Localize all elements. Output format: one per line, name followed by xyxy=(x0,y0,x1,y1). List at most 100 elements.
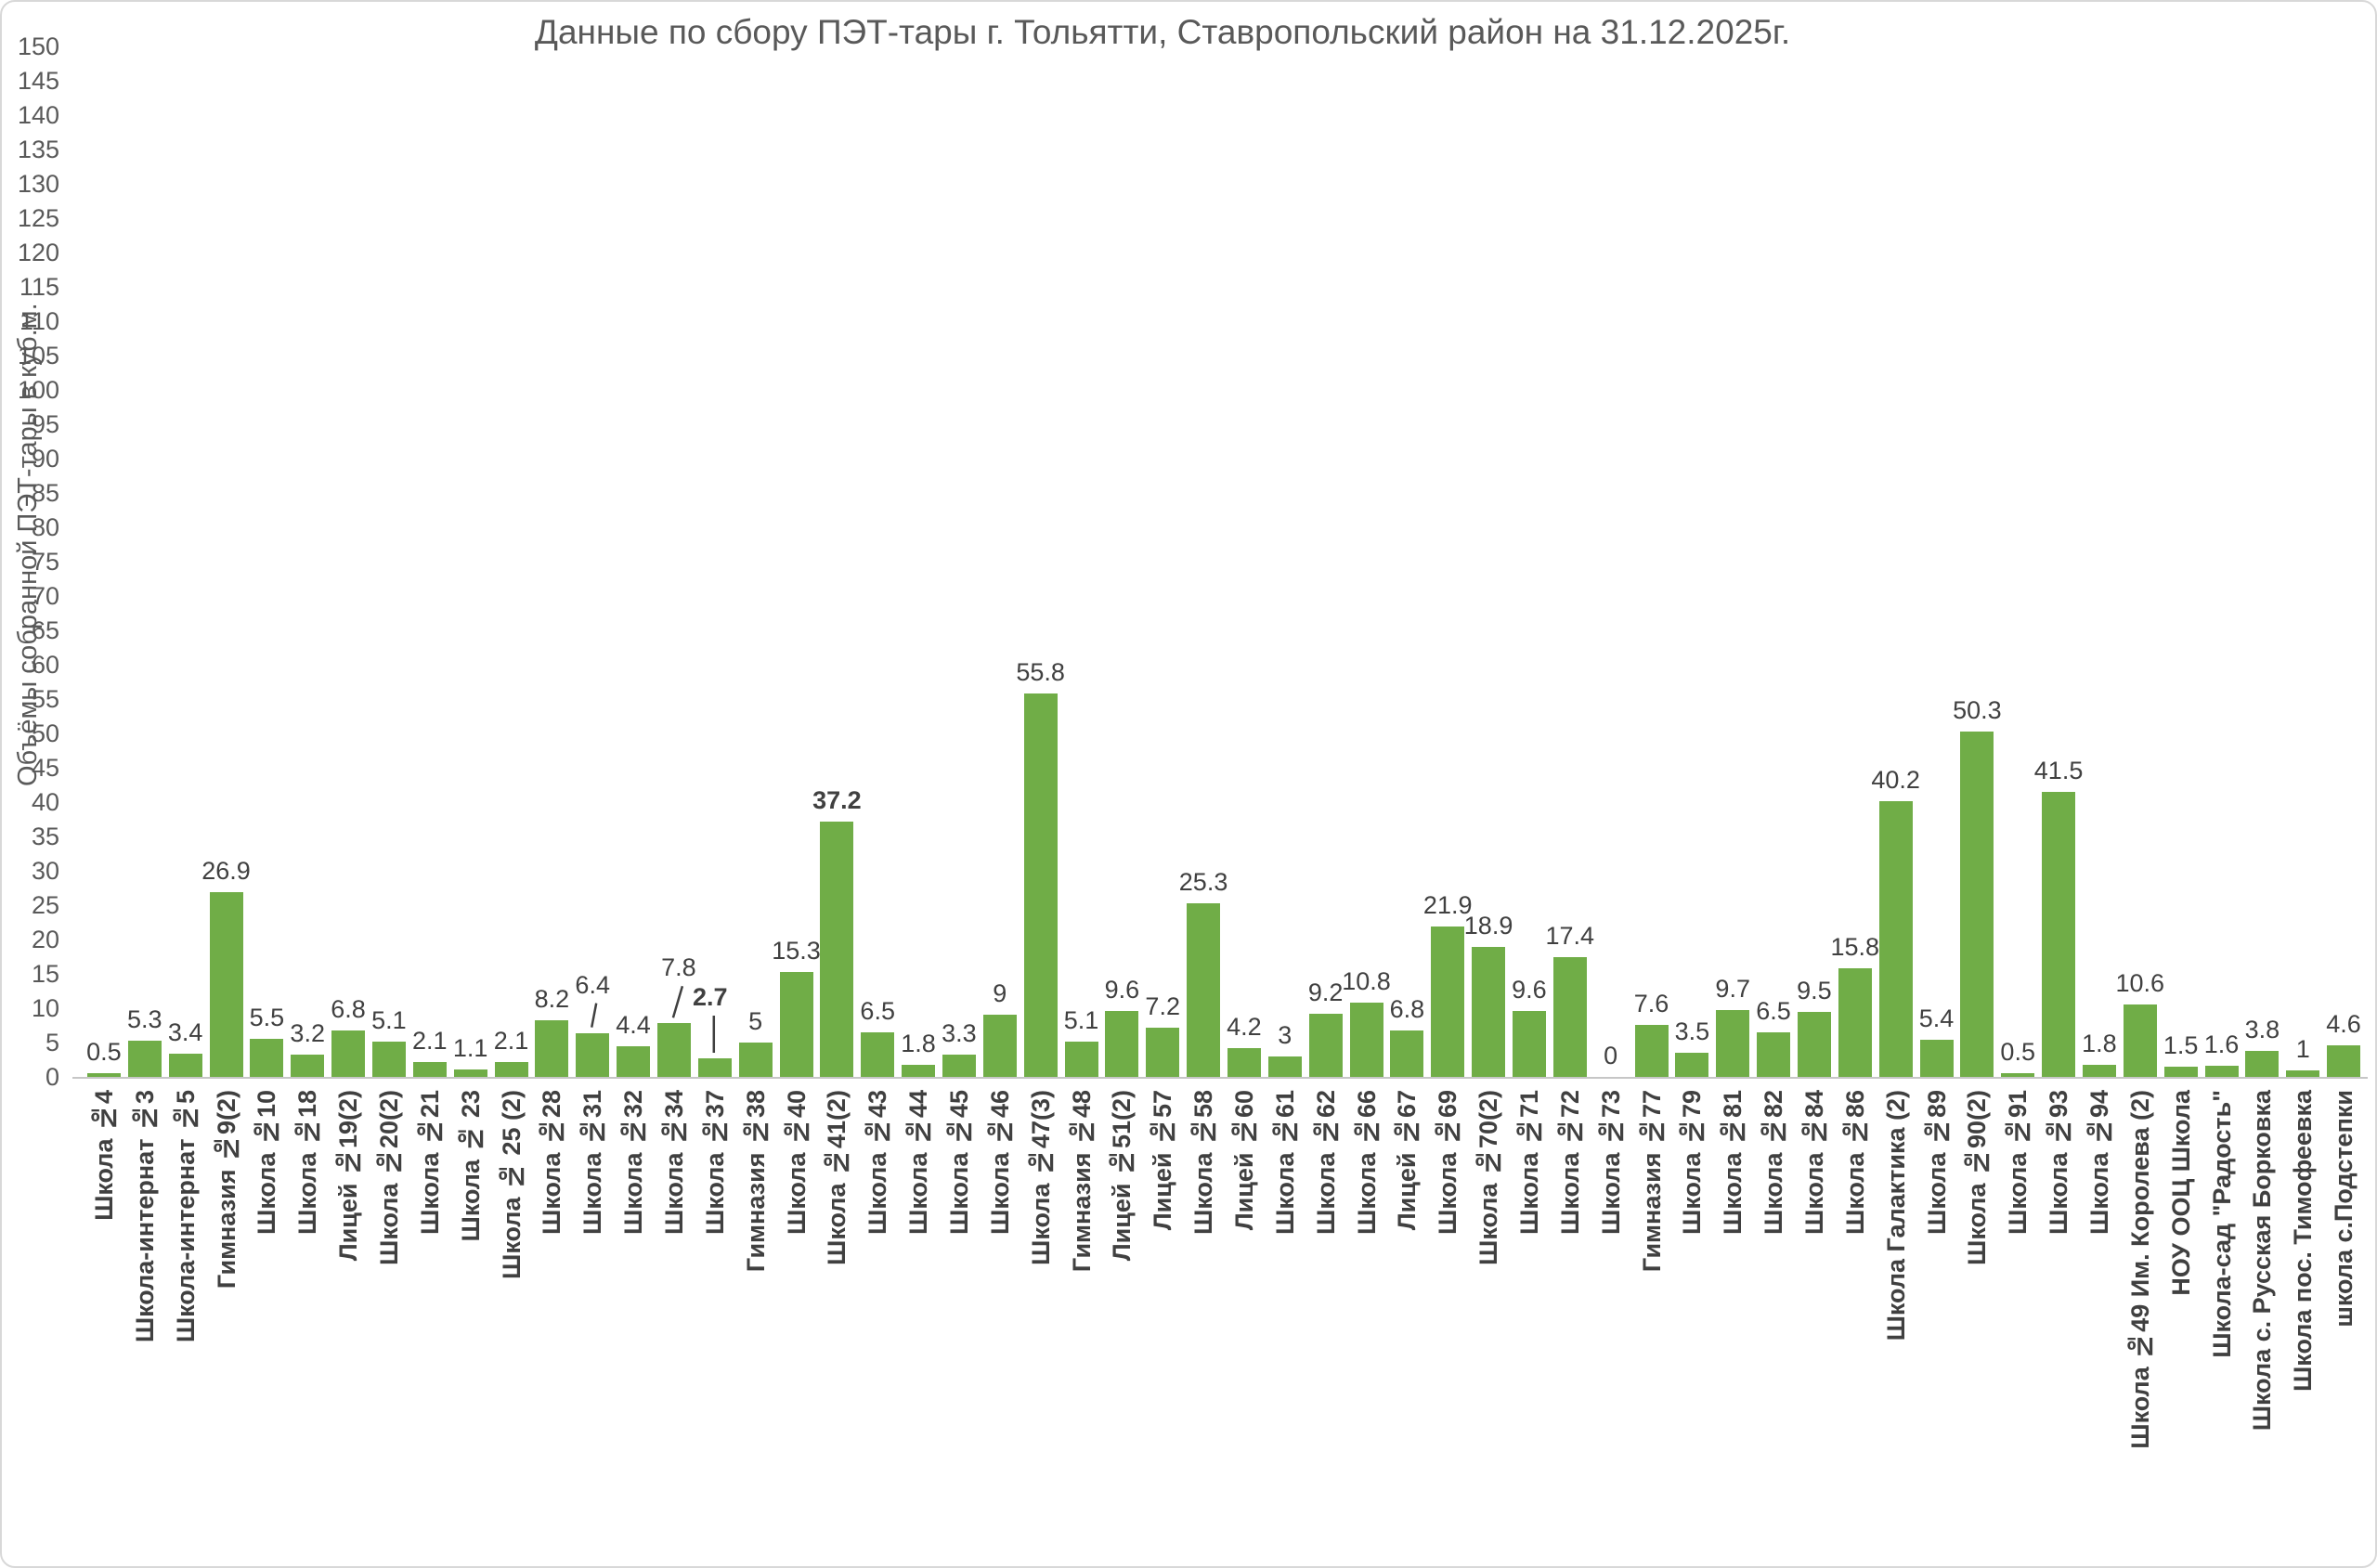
value-label-Школа пос. Тимофеевка: 1 xyxy=(2295,1034,2310,1063)
category-label-Лицей №60: Лицей №60 xyxy=(1229,1090,1258,1231)
value-label-Школа №81: 9.7 xyxy=(1715,975,1750,1004)
category-label-Лицей №57: Лицей №57 xyxy=(1149,1090,1177,1231)
y-tick-30: 30 xyxy=(31,857,59,885)
bar-Гимназия №9(2) xyxy=(209,891,243,1077)
bar-Школа №86 xyxy=(1838,968,1872,1077)
y-tick-140: 140 xyxy=(17,101,59,129)
value-label-Школа №71: 9.6 xyxy=(1512,975,1547,1004)
category-label-Школа №43: Школа №43 xyxy=(864,1090,892,1235)
bar-Школа №70(2) xyxy=(1472,947,1506,1077)
value-label-Лицей №57: 7.2 xyxy=(1145,991,1180,1020)
category-label-Школа №44: Школа №44 xyxy=(904,1090,933,1235)
bar-Школа №10 xyxy=(250,1039,284,1077)
value-label-Школа №47(3): 55.8 xyxy=(1016,658,1065,687)
bar-Школа №82 xyxy=(1757,1031,1791,1077)
bar-Школа №84 xyxy=(1797,1011,1831,1077)
value-label-Гимназия №77: 7.6 xyxy=(1633,989,1669,1017)
y-tick-0: 0 xyxy=(45,1063,59,1091)
y-tick-90: 90 xyxy=(31,445,59,473)
bar-Школа №21 xyxy=(412,1062,447,1077)
category-label-Школа №71: Школа №71 xyxy=(1514,1090,1543,1235)
y-tick-110: 110 xyxy=(19,307,59,335)
bar-Школа №41(2) xyxy=(820,821,854,1077)
bar-Гимназия №77 xyxy=(1634,1024,1669,1077)
y-tick-150: 150 xyxy=(17,32,59,60)
category-label-НОУ ООЦ Школа: НОУ ООЦ Школа xyxy=(2166,1090,2195,1296)
value-label-Школа №72: 17.4 xyxy=(1545,922,1595,951)
y-tick-85: 85 xyxy=(31,479,59,507)
value-label-Школа №70(2): 18.9 xyxy=(1463,912,1513,940)
value-label-Школа №18: 3.2 xyxy=(290,1019,325,1048)
category-label-школа с.Подстепки: школа с.Подстепки xyxy=(2330,1090,2358,1328)
bar-Школа-интернат №5 xyxy=(168,1053,202,1077)
value-label-школа с.Подстепки: 4.6 xyxy=(2326,1009,2361,1038)
y-tick-120: 120 xyxy=(17,239,59,266)
category-label-Школа-интернат №5: Школа-интернат №5 xyxy=(171,1090,200,1342)
bar-Школа с. Русская Борковка xyxy=(2245,1050,2280,1077)
category-label-Лицей №51(2): Лицей №51(2) xyxy=(1108,1090,1137,1262)
value-label-Школа №46: 9 xyxy=(993,979,1007,1008)
value-label-Школа №32: 4.4 xyxy=(616,1011,651,1040)
bar-Школа-интернат №3 xyxy=(127,1040,162,1077)
value-label-Школа №90(2): 50.3 xyxy=(1953,695,2002,724)
category-label-Школа №62: Школа №62 xyxy=(1311,1090,1340,1235)
value-label-Школа №73: 0 xyxy=(1604,1042,1618,1069)
category-label-Школа №21: Школа №21 xyxy=(415,1090,444,1235)
value-label-Школа №37: 2.7 xyxy=(693,983,728,1012)
category-label-Школа №84: Школа №84 xyxy=(1799,1090,1828,1235)
value-label-Школа №84: 9.5 xyxy=(1797,976,1832,1004)
value-label-Школа №61: 3 xyxy=(1278,1020,1292,1049)
bar-Школа №32 xyxy=(617,1046,651,1077)
category-label-Школа №93: Школа №93 xyxy=(2045,1090,2073,1235)
y-tick-105: 105 xyxy=(17,342,59,369)
category-label-Школа №40: Школа №40 xyxy=(782,1090,811,1235)
bar-Школа №62 xyxy=(1308,1013,1343,1077)
value-label-Школа №41(2): 37.2 xyxy=(812,785,862,814)
category-label-Школа №61: Школа №61 xyxy=(1270,1090,1299,1235)
category-label-Школа №70(2): Школа №70(2) xyxy=(1474,1090,1503,1265)
category-label-Школа №73: Школа №73 xyxy=(1596,1090,1625,1235)
bar-Школа №72 xyxy=(1552,957,1587,1077)
bar-Школа №79 xyxy=(1675,1053,1709,1077)
value-label-Школа № 23: 1.1 xyxy=(452,1033,488,1062)
y-tick-95: 95 xyxy=(31,410,59,438)
value-label-Школа №21: 2.1 xyxy=(412,1027,448,1056)
y-tick-25: 25 xyxy=(31,891,59,919)
bar-Лицей №67 xyxy=(1390,1030,1424,1077)
category-label-Школа №91: Школа №91 xyxy=(2004,1090,2033,1235)
y-tick-80: 80 xyxy=(31,513,59,541)
category-label-Школа №79: Школа №79 xyxy=(1678,1090,1707,1235)
value-label-Школа-интернат №3: 5.3 xyxy=(127,1004,162,1033)
category-label-Школа № 23: Школа № 23 xyxy=(456,1090,485,1242)
value-label-Гимназия №48: 5.1 xyxy=(1063,1006,1099,1035)
category-label-Школа-интернат №3: Школа-интернат №3 xyxy=(130,1090,159,1342)
value-label-Школа-интернат №5: 3.4 xyxy=(167,1017,203,1046)
category-label-Школа №41(2): Школа №41(2) xyxy=(823,1090,851,1265)
category-label-Школа пос. Тимофеевка: Школа пос. Тимофеевка xyxy=(2289,1090,2318,1392)
value-label-Школа №86: 15.8 xyxy=(1830,933,1880,962)
value-label-Лицей №60: 4.2 xyxy=(1227,1012,1262,1041)
value-label-Школа № 25 (2): 2.1 xyxy=(493,1027,529,1056)
category-label-Школа №82: Школа №82 xyxy=(1760,1090,1788,1235)
category-label-Школа №90(2): Школа №90(2) xyxy=(1963,1090,1992,1265)
category-label-Школа-сад "Радость": Школа-сад "Радость" xyxy=(2207,1090,2236,1358)
y-tick-75: 75 xyxy=(31,548,59,576)
bar-Школа №61 xyxy=(1267,1056,1302,1077)
category-label-Школа №31: Школа №31 xyxy=(578,1090,607,1235)
category-label-Школа №4: Школа №4 xyxy=(89,1090,118,1221)
value-label-Школа №31: 6.4 xyxy=(575,970,610,999)
bar-Школа №58 xyxy=(1187,902,1221,1077)
bar-Школа №49 Им. Королева (2) xyxy=(2123,1004,2157,1077)
bar-Школа №94 xyxy=(2082,1064,2116,1077)
bar-Школа №81 xyxy=(1716,1010,1750,1077)
bar-Школа №43 xyxy=(861,1031,895,1077)
value-label-Школа-сад "Радость": 1.6 xyxy=(2203,1030,2240,1059)
value-label-Школа №44: 1.8 xyxy=(901,1029,936,1057)
value-label-Школа №34: 7.8 xyxy=(661,953,696,982)
value-label-Лицей №67: 6.8 xyxy=(1389,994,1425,1023)
category-label-Школа с. Русская Борковка: Школа с. Русская Борковка xyxy=(2248,1090,2277,1432)
bar-Школа Галактика (2) xyxy=(1878,800,1913,1077)
value-label-Школа №58: 25.3 xyxy=(1178,867,1228,896)
y-tick-70: 70 xyxy=(31,582,59,610)
